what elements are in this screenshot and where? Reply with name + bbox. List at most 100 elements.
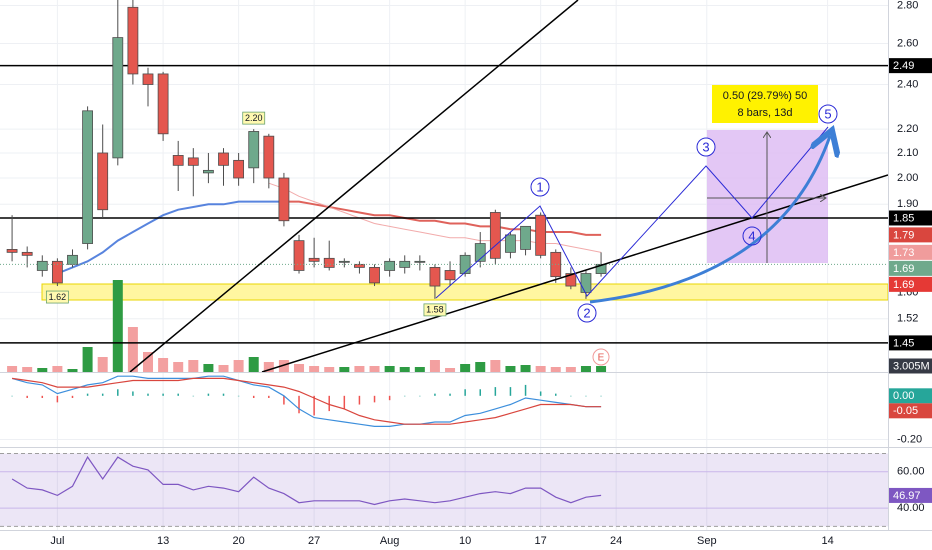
price-pane <box>0 0 888 372</box>
price-label-box <box>889 276 932 292</box>
candle-body <box>278 177 290 222</box>
x-tick-label: Jul <box>50 535 64 547</box>
macd-histogram-bar <box>434 393 436 396</box>
volume-bar <box>263 362 274 372</box>
candle-body <box>36 260 48 271</box>
volume-bar <box>97 357 108 372</box>
y-tick-label: 2.60 <box>897 37 918 49</box>
y-tick-label: 2.80 <box>897 0 918 11</box>
macd-histogram-bar <box>479 389 481 396</box>
projection-arrow <box>589 136 830 304</box>
macd-histogram-bar <box>237 395 240 397</box>
volume-bar <box>414 367 425 372</box>
macd-histogram-bar <box>86 393 89 396</box>
macd-histogram-bar <box>600 395 602 397</box>
candle-body <box>308 257 320 262</box>
extreme-label: 1.58 <box>426 305 444 315</box>
macd-histogram-bar <box>162 393 164 396</box>
candle-body <box>338 260 350 263</box>
macd-histogram-bar <box>524 384 527 396</box>
candle-body <box>520 225 531 250</box>
y-tick-label: -0.20 <box>897 433 922 445</box>
volume-bar <box>505 366 516 372</box>
volume-bar <box>550 367 561 372</box>
macd-histogram-bar <box>11 395 13 397</box>
macd-label: 0.00 <box>893 390 914 402</box>
wave-circle <box>577 303 597 323</box>
candle-body <box>323 257 335 268</box>
y-tick-label: 60.00 <box>897 466 925 478</box>
volume-bar <box>7 366 18 372</box>
macd-histogram-bar <box>539 391 542 396</box>
wave-circle <box>818 104 838 124</box>
macd-histogram-bar <box>419 395 421 397</box>
macd-histogram-bar <box>403 395 406 397</box>
macd-histogram-bar <box>101 393 104 396</box>
candle-body <box>429 267 441 287</box>
volume-bar <box>52 366 63 372</box>
extreme-label-box <box>45 290 69 304</box>
earnings-marker[interactable] <box>592 348 610 366</box>
wave-circle <box>530 177 550 197</box>
candle-body <box>474 243 486 262</box>
macd-histogram-bar <box>464 389 466 396</box>
support-zone <box>41 283 888 301</box>
y-tick-label: 2.10 <box>897 147 918 159</box>
x-tick-label: 20 <box>232 535 244 547</box>
x-tick-label: 10 <box>459 535 471 547</box>
trend-line <box>129 0 579 372</box>
y-tick-label: 2.40 <box>897 78 918 90</box>
volume-bar <box>565 367 576 372</box>
volume-bar <box>22 367 33 372</box>
candle-body <box>6 249 18 253</box>
price-label: 1.85 <box>893 212 914 224</box>
wave-label: 5 <box>824 106 831 121</box>
wave-label: 3 <box>702 139 709 154</box>
volume-bar <box>203 364 214 372</box>
macd-histogram-bar <box>570 395 572 397</box>
macd-histogram-bar <box>328 395 330 412</box>
y-tick-label: 1.90 <box>897 198 918 210</box>
x-tick-label: Aug <box>380 535 400 547</box>
volume-bar <box>580 366 591 372</box>
candle-body <box>82 110 93 244</box>
candle-body <box>187 157 199 166</box>
volume-bar <box>278 360 289 372</box>
price-label: 1.69 <box>893 263 914 275</box>
candle-body <box>354 263 365 268</box>
candle-body <box>51 260 63 284</box>
price-label-box <box>889 227 932 243</box>
macd-histogram-bar <box>373 395 376 403</box>
drawings: 0.50 (29.79%) 50 8 bars, 13d 1 2 3 4 5 E… <box>45 0 888 372</box>
y-tick-label: 1.52 <box>897 313 918 325</box>
volume-label: 3.005M <box>893 360 930 372</box>
volume-bar <box>112 280 123 372</box>
earnings-label[interactable]: E <box>598 353 605 364</box>
macd-histogram-bar <box>252 395 255 398</box>
volume-bar <box>294 364 305 372</box>
macd-histogram-bar <box>449 393 451 396</box>
macd-histogram-bar <box>192 395 195 397</box>
candle-body <box>369 267 380 284</box>
signal-line <box>12 377 602 425</box>
rsi-band <box>0 453 888 527</box>
price-label-box <box>889 244 932 260</box>
wave-path <box>435 126 829 299</box>
volume-bar <box>520 365 531 372</box>
macd-histogram-bar <box>585 395 587 397</box>
x-tick-label: 17 <box>535 535 547 547</box>
price-label-box <box>889 335 932 351</box>
price-label: 1.73 <box>893 247 914 259</box>
y-tick-label: 40.00 <box>897 502 925 514</box>
volume-bar <box>475 362 486 372</box>
volume-bar <box>399 367 410 372</box>
candle-body <box>384 260 396 271</box>
candle-body <box>444 270 456 281</box>
macd-label-box <box>889 388 932 404</box>
macd-histogram-bar <box>298 395 300 414</box>
price-label: 1.79 <box>893 229 914 241</box>
x-tick-label: 14 <box>821 535 833 547</box>
